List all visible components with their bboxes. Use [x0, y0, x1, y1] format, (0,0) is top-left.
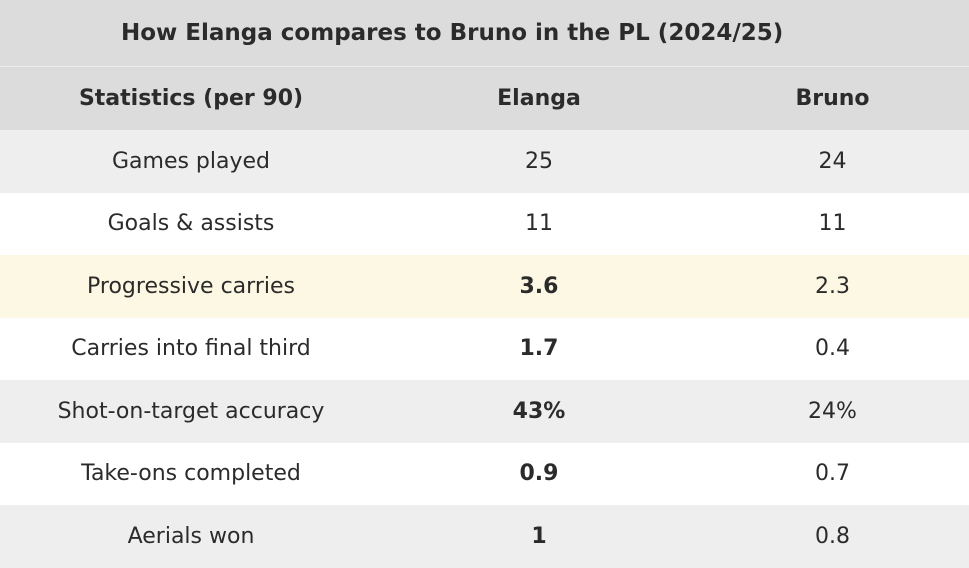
- bruno-value: 2.3: [815, 273, 850, 299]
- table-body: Games played 25 24 Goals & assists 11 11 Progr…: [0, 130, 969, 568]
- stat-label: Progressive carries: [87, 273, 295, 299]
- bruno-value: 0.8: [815, 523, 850, 549]
- elanga-value: 43%: [512, 398, 566, 424]
- stat-label: Aerials won: [127, 523, 255, 549]
- table-row: Goals & assists 11 11: [0, 192, 969, 255]
- table-row: Games played 25 24: [0, 130, 969, 193]
- table-row: Aerials won 1 0.8: [0, 505, 969, 568]
- header-bruno: Bruno: [795, 86, 870, 111]
- title-bar: How Elanga compares to Bruno in the PL (…: [0, 0, 969, 67]
- stat-label: Goals & assists: [107, 211, 275, 237]
- header-row: Statistics (per 90) Elanga Bruno: [0, 67, 969, 130]
- elanga-value: 11: [525, 211, 553, 237]
- bruno-value: 24: [818, 148, 847, 174]
- bruno-value: 0.4: [815, 336, 850, 362]
- table-title: How Elanga compares to Bruno in the PL (…: [121, 20, 784, 46]
- stat-label: Games played: [111, 148, 271, 174]
- table-row: Take-ons completed 0.9 0.7: [0, 442, 969, 505]
- stats-table: Statistics (per 90) Elanga Bruno Games p…: [0, 67, 969, 568]
- elanga-value: 25: [525, 148, 553, 174]
- bruno-value: 0.7: [815, 461, 850, 487]
- table-row: Shot-on-target accuracy 43% 24%: [0, 380, 969, 443]
- elanga-value: 1.7: [519, 336, 559, 362]
- stat-label: Shot-on-target accuracy: [57, 398, 325, 424]
- table-row: Progressive carries 3.6 2.3: [0, 255, 969, 318]
- elanga-value: 3.6: [519, 273, 559, 299]
- bruno-value: 24%: [808, 398, 857, 424]
- header-elanga: Elanga: [497, 86, 581, 111]
- stat-label: Carries into final third: [71, 336, 311, 362]
- table-row: Carries into final third 1.7 0.4: [0, 317, 969, 380]
- stat-label: Take-ons completed: [81, 461, 301, 487]
- elanga-value: 1: [531, 523, 547, 549]
- header-statistics: Statistics (per 90): [78, 86, 304, 111]
- elanga-value: 0.9: [519, 461, 559, 487]
- bruno-value: 11: [818, 211, 847, 237]
